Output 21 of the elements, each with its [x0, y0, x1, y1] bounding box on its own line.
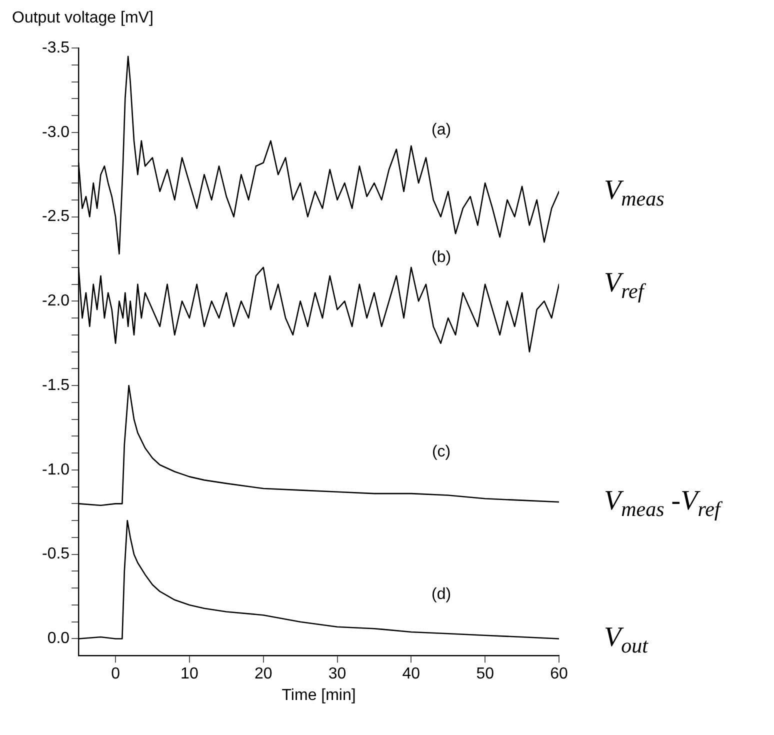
annotation: (d)	[432, 586, 452, 604]
y-tick-label: -1.0	[42, 461, 70, 478]
x-tick-label: 20	[254, 666, 272, 683]
y-tick-label: -2.5	[42, 208, 70, 226]
annotation: (a)	[432, 121, 452, 138]
y-tick-label: -3.5	[42, 39, 70, 56]
x-tick-label: 30	[328, 666, 346, 683]
y-axis-title: Output voltage [mV]	[12, 9, 154, 26]
y-tick-label: -3.0	[42, 124, 70, 141]
x-tick-label: 50	[476, 666, 494, 683]
y-tick-label: 0.0	[47, 630, 70, 648]
y-tick-label: -2.0	[42, 292, 70, 310]
x-tick-label: 60	[550, 666, 568, 683]
x-axis-title: Time [min]	[282, 686, 356, 704]
x-tick-label: 10	[180, 666, 198, 683]
annotation: (b)	[432, 249, 452, 266]
y-tick-label: -1.5	[42, 376, 70, 394]
y-tick-label: -0.5	[42, 546, 70, 563]
x-tick-label: 40	[402, 666, 420, 683]
annotation: (c)	[432, 443, 451, 460]
x-tick-label: 0	[111, 666, 120, 683]
